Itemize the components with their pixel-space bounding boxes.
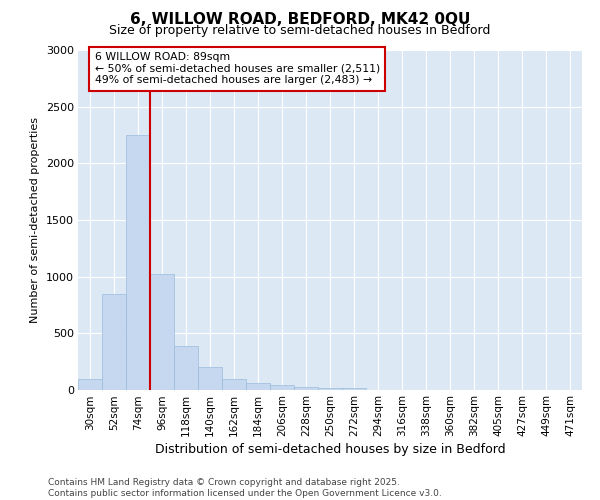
Bar bbox=[270, 386, 294, 390]
Bar bbox=[198, 368, 222, 390]
Bar bbox=[294, 386, 318, 390]
Text: 6, WILLOW ROAD, BEDFORD, MK42 0QU: 6, WILLOW ROAD, BEDFORD, MK42 0QU bbox=[130, 12, 470, 28]
Bar bbox=[246, 383, 270, 390]
Bar bbox=[78, 378, 102, 390]
Bar bbox=[102, 294, 126, 390]
Text: Size of property relative to semi-detached houses in Bedford: Size of property relative to semi-detach… bbox=[109, 24, 491, 37]
Bar bbox=[150, 274, 174, 390]
Text: 6 WILLOW ROAD: 89sqm
← 50% of semi-detached houses are smaller (2,511)
49% of se: 6 WILLOW ROAD: 89sqm ← 50% of semi-detac… bbox=[95, 52, 380, 86]
Text: Contains HM Land Registry data © Crown copyright and database right 2025.
Contai: Contains HM Land Registry data © Crown c… bbox=[48, 478, 442, 498]
X-axis label: Distribution of semi-detached houses by size in Bedford: Distribution of semi-detached houses by … bbox=[155, 443, 505, 456]
Bar bbox=[174, 346, 198, 390]
Bar bbox=[318, 388, 342, 390]
Bar bbox=[126, 135, 150, 390]
Y-axis label: Number of semi-detached properties: Number of semi-detached properties bbox=[30, 117, 40, 323]
Bar bbox=[222, 378, 246, 390]
Bar bbox=[342, 388, 366, 390]
